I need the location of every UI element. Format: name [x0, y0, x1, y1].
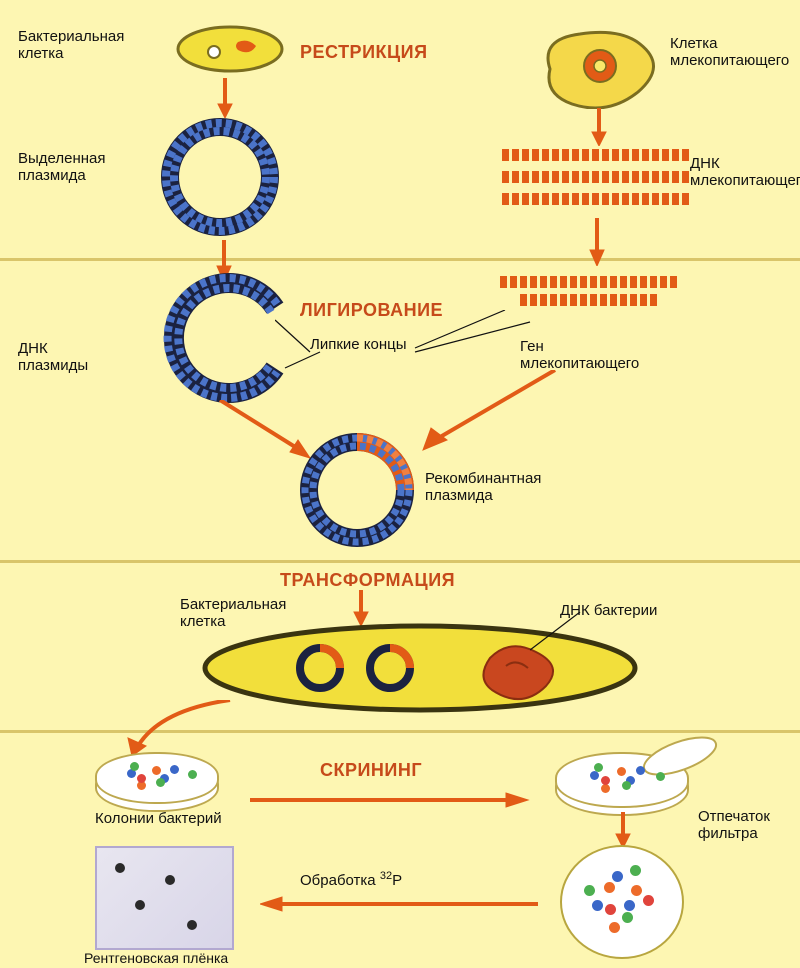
arrow-icon — [590, 108, 608, 146]
arrow-icon — [120, 700, 240, 760]
xray-film — [95, 846, 234, 950]
film-spot — [135, 900, 145, 910]
label-isolated-plasmid: Выделенная плазмида — [18, 150, 106, 185]
film-spot — [165, 875, 175, 885]
stage-title-screening: СКРИНИНГ — [320, 760, 422, 781]
mammal-cell-icon — [520, 24, 670, 109]
label-bacterial-cell-trans: Бактериальная клетка — [180, 596, 286, 631]
colony-spot — [656, 772, 665, 781]
gene-fragment-icon — [500, 272, 680, 312]
colony-spot — [584, 885, 595, 896]
label-mammal-dna: ДНК млекопитающего — [690, 155, 800, 190]
colony-spot — [612, 871, 623, 882]
pointer-line — [530, 612, 590, 652]
plasmid-ring-icon — [155, 112, 285, 242]
label-mammal-gene: Ген млекопитающего — [520, 338, 639, 373]
film-spot — [115, 863, 125, 873]
colony-spot — [601, 776, 610, 785]
filter-disc — [560, 845, 684, 959]
open-plasmid-icon — [155, 268, 295, 408]
colony-spot — [617, 767, 626, 776]
colony-spot — [590, 771, 599, 780]
label-p32: Обработка 32P — [300, 870, 402, 889]
recombinant-plasmid-icon — [295, 428, 420, 553]
label-recombinant-plasmid: Рекомбинантная плазмида — [425, 470, 541, 505]
arrow-icon — [415, 370, 565, 460]
label-filter-imprint: Отпечаток фильтра — [698, 808, 770, 843]
colony-spot — [137, 774, 146, 783]
petri-lid-icon — [640, 728, 730, 778]
mammal-dna-icon — [502, 145, 692, 215]
film-spot — [187, 920, 197, 930]
pointer-line — [275, 310, 535, 370]
stage-title-restriction: РЕСТРИКЦИЯ — [300, 42, 428, 63]
colony-spot — [188, 770, 197, 779]
colony-spot — [170, 765, 179, 774]
label-bacterial-colonies: Колонии бактерий — [95, 810, 222, 827]
arrow-icon — [250, 790, 530, 810]
bacterial-cell-icon — [170, 22, 290, 77]
arrow-icon — [588, 218, 606, 266]
label-plasmid-dna: ДНК плазмиды — [18, 340, 88, 375]
label-xray-film: Рентгеновская плёнка — [84, 950, 228, 966]
arrow-icon — [260, 894, 540, 914]
label-mammal-cell: Клетка млекопитающего — [670, 35, 789, 70]
label-bacterial-cell: Бактериальная клетка — [18, 28, 124, 63]
stage-title-transformation: ТРАНСФОРМАЦИЯ — [280, 570, 455, 591]
colony-spot — [594, 763, 603, 772]
arrow-icon — [614, 812, 632, 848]
colony-spot — [152, 766, 161, 775]
